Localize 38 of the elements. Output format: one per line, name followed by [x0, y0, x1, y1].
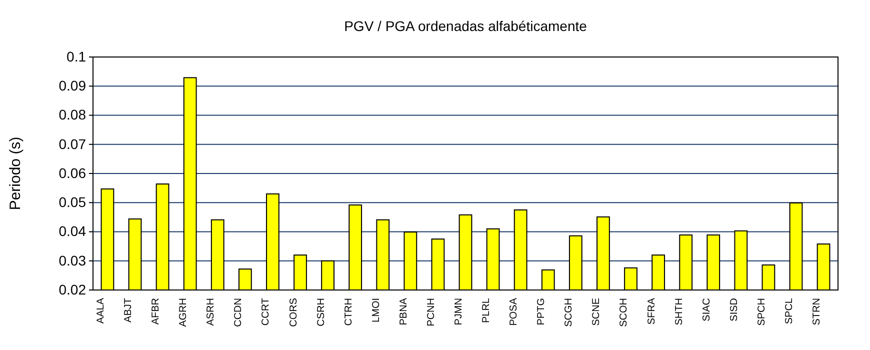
x-tick-label: STRN [812, 298, 823, 326]
y-tick-label: 0.02 [58, 281, 86, 298]
y-tick-label: 0.1 [66, 48, 86, 64]
x-tick-label: PBNA [398, 298, 410, 326]
x-tick-label: SFRA [646, 298, 658, 325]
chart-title: PGV / PGA ordenadas alfabéticamente [344, 18, 588, 34]
x-tick-label: CCDN [233, 298, 244, 327]
x-tick-label: PPTG [536, 298, 548, 326]
x-tick-label: SHTH [674, 298, 685, 326]
x-tick-label: PCNH [426, 298, 437, 326]
x-tick-label: CTRH [343, 298, 354, 326]
y-tick-label: 0.09 [58, 78, 86, 94]
x-tick-label: PLRL [481, 298, 492, 324]
x-tick-label: SCOH [618, 298, 630, 327]
x-tick-label: CSRH [316, 298, 327, 326]
x-tick-label: SPCH [756, 298, 768, 326]
x-tick-label: POSA [508, 298, 520, 326]
x-tick-label: AALA [95, 298, 106, 324]
y-tick-label: 0.06 [58, 164, 86, 181]
y-axis-title: Periodo (s) [7, 136, 24, 210]
y-tick-label: 0.08 [58, 106, 86, 123]
x-tick-label: ASRH [206, 298, 217, 326]
y-tick-label: 0.03 [58, 252, 86, 268]
x-tick-label: ABJT [123, 298, 134, 322]
x-tick-label: SCGH [564, 298, 575, 327]
x-tick-label: CCRT [260, 298, 272, 326]
x-tick-label: AGRH [178, 298, 190, 327]
y-tick-label: 0.05 [58, 194, 86, 210]
x-tick-label: SPCL [784, 298, 795, 324]
x-tick-label: SISD [728, 298, 740, 322]
x-tick-label: SIAC [701, 298, 712, 322]
x-tick-label: PJMN [454, 298, 464, 326]
x-tick-label: AFBR [150, 298, 162, 325]
y-tick-label: 0.07 [58, 136, 86, 152]
x-tick-label: SCNE [591, 298, 602, 326]
x-tick-label: LMOI [370, 298, 382, 322]
x-tick-label: CORS [288, 298, 300, 327]
y-tick-label: 0.04 [58, 223, 86, 240]
